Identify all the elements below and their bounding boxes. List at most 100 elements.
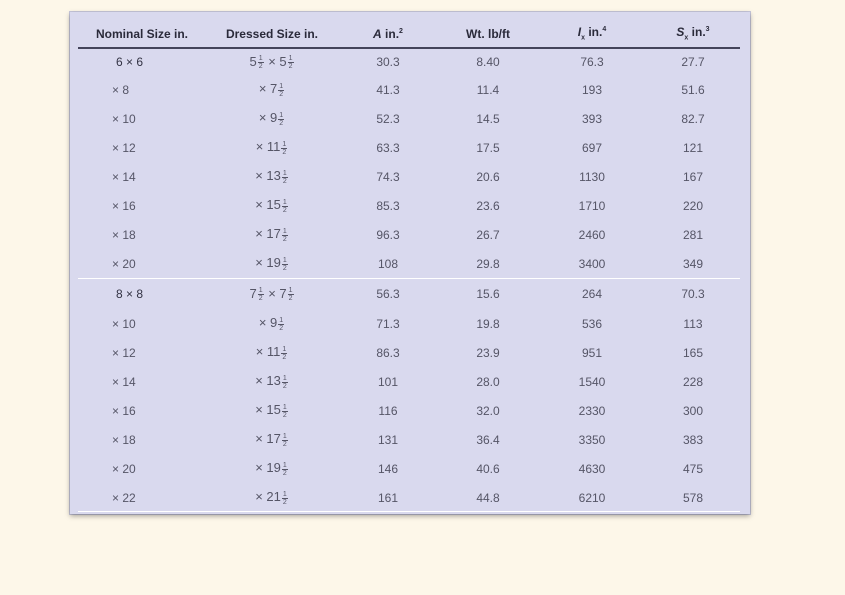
fraction-numerator: 1 [281, 169, 288, 178]
moment-of-inertia-cell: 951 [581, 345, 603, 360]
moment-of-inertia-cell: 3350 [578, 432, 606, 447]
header-section-modulus: Sx in.3 [646, 20, 740, 49]
table-row: × 10 × 9 1 2 52.3 14.5 393 82.7 [78, 104, 740, 133]
table-row: × 20 × 19 1 2 146 40.6 4630 475 [78, 454, 740, 483]
fraction-numerator: 1 [278, 316, 285, 325]
moment-of-inertia-cell: 393 [581, 111, 603, 126]
area-cell: 161 [377, 490, 399, 505]
section-modulus-cell: 82.7 [681, 111, 705, 126]
area-cell: 74.3 [376, 169, 400, 184]
fraction-numerator: 1 [287, 287, 294, 296]
dressed-size-cell: × 13 1 2 [206, 367, 338, 396]
area-cell: 71.3 [376, 316, 400, 331]
lumber-properties-table-card: Nominal Size in. Dressed Size in. A in.2… [70, 12, 750, 514]
section-modulus-cell: 121 [682, 140, 704, 155]
dressed-size-cell: × 15 1 2 [206, 396, 338, 425]
dressed-size-cell: × 19 1 2 [206, 249, 338, 279]
dressed-size-whole: × 15 [255, 197, 281, 213]
dressed-size-second: × 5 [264, 53, 287, 69]
moment-of-inertia-cell: 4630 [578, 461, 606, 476]
table-row: × 12 × 11 1 2 63.3 17.5 697 121 [78, 133, 740, 162]
area-cell: 86.3 [376, 345, 400, 360]
fraction-denominator: 2 [282, 469, 287, 477]
dressed-size-whole: × 11 [255, 139, 281, 155]
table-row: × 22 × 21 1 2 161 44.8 6210 578 [78, 483, 740, 512]
table-row: × 10 × 9 1 2 71.3 19.8 536 113 [78, 309, 740, 338]
fraction-denominator: 2 [282, 498, 287, 506]
header-row: Nominal Size in. Dressed Size in. A in.2… [78, 20, 740, 49]
fraction-numerator: 1 [257, 287, 264, 296]
table-row: × 18 × 17 1 2 131 36.4 3350 383 [78, 425, 740, 454]
dressed-size-whole: × 19 [255, 255, 281, 271]
fraction-denominator: 2 [282, 382, 287, 390]
dressed-size-cell: × 13 1 2 [206, 162, 338, 191]
section-modulus-cell: 27.7 [681, 55, 705, 69]
fraction-denominator: 2 [282, 235, 287, 243]
fraction-numerator: 1 [281, 490, 288, 499]
nominal-size-cell: × 22 [112, 490, 136, 505]
dressed-size-whole: × 17 [255, 226, 281, 242]
fraction-numerator: 1 [278, 82, 285, 91]
nominal-size-cell: × 16 [112, 198, 136, 213]
dressed-size-cell: × 15 1 2 [206, 191, 338, 220]
dressed-size-cell: × 19 1 2 [206, 454, 338, 483]
table-row: × 14 × 13 1 2 74.3 20.6 1130 167 [78, 162, 740, 191]
area-cell: 131 [377, 432, 399, 447]
header-dressed-size: Dressed Size in. [206, 20, 338, 49]
nominal-size-cell: × 12 [112, 140, 136, 155]
area-cell: 52.3 [376, 111, 400, 126]
fraction-denominator: 2 [282, 353, 287, 361]
table-row: × 16 × 15 1 2 116 32.0 2330 300 [78, 396, 740, 425]
fraction-numerator: 1 [281, 227, 288, 236]
nominal-size-cell: × 10 [112, 316, 136, 331]
section-modulus-cell: 167 [682, 169, 704, 184]
moment-of-inertia-cell: 193 [581, 82, 603, 97]
fraction-numerator: 1 [281, 403, 288, 412]
fraction-numerator: 1 [281, 374, 288, 383]
section-modulus-cell: 349 [682, 256, 704, 271]
fraction-denominator: 2 [258, 63, 263, 71]
header-area: A in.2 [338, 20, 438, 49]
section-modulus-cell: 383 [682, 432, 704, 447]
weight-cell: 15.6 [438, 278, 538, 309]
nominal-size-cell: × 8 [112, 82, 130, 97]
dressed-size-whole: × 7 [258, 81, 278, 97]
section-modulus-cell: 220 [682, 198, 704, 213]
section-modulus-cell: 578 [682, 490, 704, 505]
area-cell: 30.3 [376, 55, 400, 69]
section-modulus-cell: 51.6 [681, 82, 705, 97]
dressed-size-whole: × 13 [255, 373, 281, 389]
dressed-size-whole: × 21 [255, 489, 281, 505]
header-nominal-size: Nominal Size in. [78, 20, 206, 49]
fraction-numerator: 1 [281, 432, 288, 441]
table-row: × 14 × 13 1 2 101 28.0 1540 228 [78, 367, 740, 396]
weight-cell: 23.6 [476, 198, 500, 213]
area-cell: 41.3 [376, 82, 400, 97]
weight-cell: 20.6 [476, 169, 500, 184]
fraction-denominator: 2 [282, 206, 287, 214]
weight-cell: 28.0 [476, 374, 500, 389]
nominal-size-cell: × 20 [112, 256, 136, 271]
weight-cell: 26.7 [476, 227, 500, 242]
fraction-denominator: 2 [279, 324, 284, 332]
fraction-numerator: 1 [281, 256, 288, 265]
section-modulus-cell: 228 [682, 374, 704, 389]
nominal-size-cell: × 12 [112, 345, 136, 360]
dressed-size-whole: × 9 [258, 315, 278, 331]
dressed-size-second: × 7 [264, 285, 287, 301]
area-cell: 146 [377, 461, 399, 476]
weight-cell: 23.9 [476, 345, 500, 360]
